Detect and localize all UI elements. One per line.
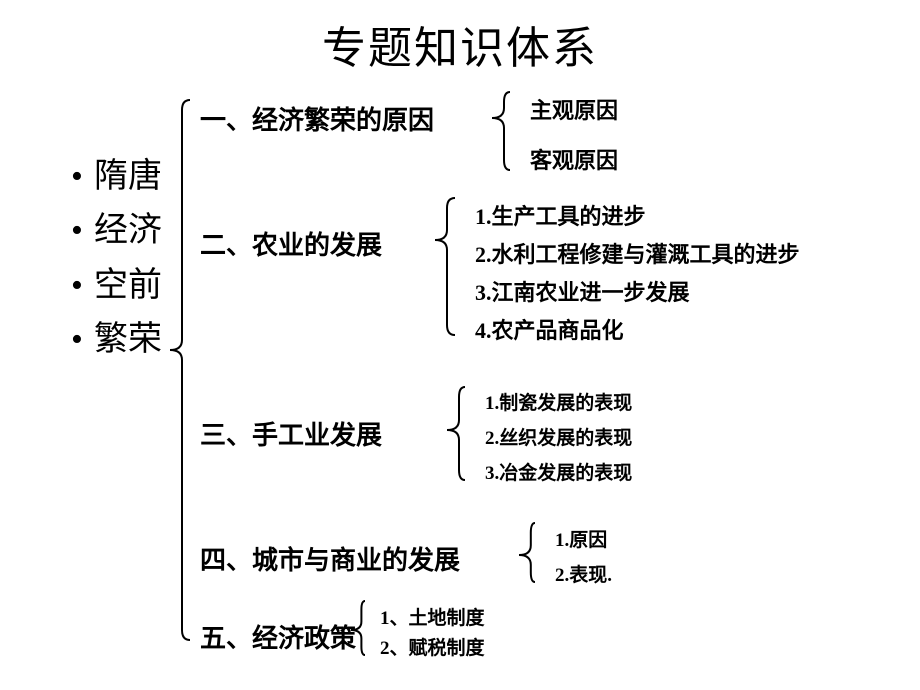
brace-cat5 <box>0 0 920 690</box>
